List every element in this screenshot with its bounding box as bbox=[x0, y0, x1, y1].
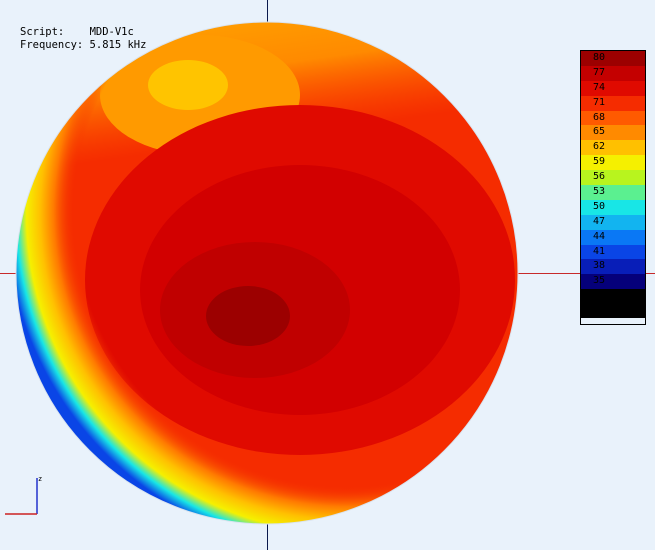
scale-label: 50 bbox=[592, 200, 605, 212]
scale-entry: 80 bbox=[581, 51, 645, 66]
scale-floor-swatch bbox=[581, 304, 645, 319]
scale-entry: 50 bbox=[581, 199, 645, 215]
frequency-label: Frequency: bbox=[20, 39, 84, 51]
color-scale-legend: 80 77 74 71 68 65 62 59 56 53 50 47 44 41 38 35 32 bbox=[580, 50, 646, 325]
scale-entry: 77 bbox=[581, 65, 645, 81]
contour-disc bbox=[16, 22, 518, 524]
scale-label: 32 bbox=[592, 290, 605, 302]
scale-label: 74 bbox=[592, 81, 605, 93]
scale-label: 53 bbox=[592, 186, 605, 198]
scale-entry: 41 bbox=[581, 244, 645, 260]
scale-entry: 68 bbox=[581, 110, 645, 126]
scale-label: 47 bbox=[592, 215, 605, 227]
scale-label: 65 bbox=[592, 126, 605, 138]
contour-rim bbox=[16, 22, 518, 524]
scale-label: 35 bbox=[592, 275, 605, 287]
script-info: Script: MDD-V1c Frequency: 5.815 kHz bbox=[20, 26, 146, 52]
script-line: Script: MDD-V1c bbox=[20, 26, 146, 39]
scale-label: 71 bbox=[592, 96, 605, 108]
scale-entry: 35 bbox=[581, 274, 645, 290]
script-label: Script: bbox=[20, 26, 65, 38]
scale-entry: 65 bbox=[581, 125, 645, 141]
scale-entry: 62 bbox=[581, 140, 645, 156]
scale-label: 56 bbox=[592, 171, 605, 183]
scale-entry: 38 bbox=[581, 259, 645, 275]
scale-label: 68 bbox=[592, 111, 605, 123]
scale-label: 62 bbox=[592, 141, 605, 153]
scale-label: 44 bbox=[592, 230, 605, 242]
script-value: MDD-V1c bbox=[89, 26, 134, 38]
scale-label: 38 bbox=[592, 260, 605, 272]
scale-label: 59 bbox=[592, 156, 605, 168]
frequency-value: 5.815 kHz bbox=[89, 39, 147, 51]
scale-entry: 56 bbox=[581, 170, 645, 186]
disc-outline bbox=[15, 21, 519, 525]
scale-entry: 74 bbox=[581, 80, 645, 96]
scale-entry: 47 bbox=[581, 214, 645, 230]
frequency-line: Frequency: 5.815 kHz bbox=[20, 39, 146, 52]
scale-entry: 53 bbox=[581, 185, 645, 200]
scale-label: 77 bbox=[592, 66, 605, 78]
scale-entry: 71 bbox=[581, 95, 645, 111]
triad-z-label: z bbox=[38, 475, 42, 483]
scale-entry: 44 bbox=[581, 229, 645, 245]
scale-label: 80 bbox=[592, 52, 605, 63]
scale-entry: 59 bbox=[581, 155, 645, 171]
scale-label: 41 bbox=[592, 245, 605, 257]
axis-triad: z bbox=[5, 475, 42, 515]
scale-entry: 32 bbox=[581, 289, 645, 305]
